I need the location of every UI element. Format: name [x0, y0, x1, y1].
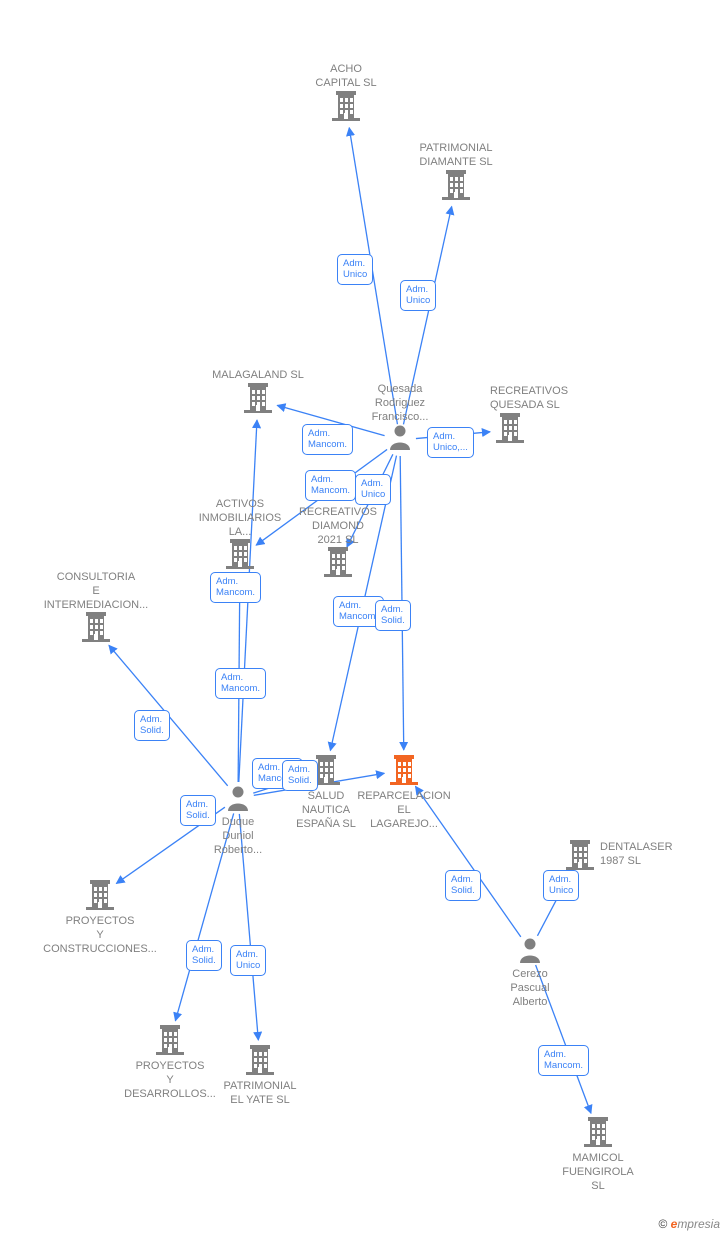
company-node[interactable]: REPARCELACION EL LAGAREJO... — [334, 755, 474, 831]
edge-label: Adm. Mancom. — [305, 470, 356, 501]
building-icon — [324, 547, 352, 577]
company-node[interactable]: CONSULTORIA E INTERMEDIACION... — [36, 571, 156, 647]
company-node[interactable]: DENTALASER 1987 SL — [566, 840, 673, 870]
building-icon — [566, 840, 594, 870]
node-label: MAMICOL FUENGIROLA SL — [528, 1152, 668, 1193]
node-label: CONSULTORIA E INTERMEDIACION... — [36, 571, 156, 612]
node-label: REPARCELACION EL LAGAREJO... — [334, 790, 474, 831]
node-label: PATRIMONIAL DIAMANTE SL — [396, 142, 516, 170]
company-node[interactable]: PATRIMONIAL EL YATE SL — [190, 1045, 330, 1108]
company-node[interactable]: MALAGALAND SL — [198, 369, 318, 418]
edge-label: Adm. Solid. — [186, 940, 222, 971]
edge-label: Adm. Unico — [230, 945, 266, 976]
company-node[interactable]: PROYECTOS Y CONSTRUCCIONES... — [30, 880, 170, 956]
node-label: PATRIMONIAL EL YATE SL — [190, 1080, 330, 1108]
node-label: RECREATIVOS QUESADA SL — [490, 385, 570, 413]
building-icon — [442, 170, 470, 200]
building-icon — [244, 383, 272, 413]
company-node[interactable]: PATRIMONIAL DIAMANTE SL — [396, 142, 516, 205]
node-label: PROYECTOS Y CONSTRUCCIONES... — [30, 915, 170, 956]
building-icon — [226, 539, 254, 569]
person-icon — [388, 424, 412, 450]
person-icon — [518, 937, 542, 963]
brand-rest: mpresia — [677, 1217, 720, 1231]
building-icon — [584, 1117, 612, 1147]
attribution: © empresia — [658, 1217, 720, 1231]
building-icon — [156, 1025, 184, 1055]
company-node[interactable]: ACHO CAPITAL SL — [286, 63, 406, 126]
edge-label: Adm. Solid. — [375, 600, 411, 631]
building-icon — [390, 755, 418, 785]
person-icon — [226, 785, 250, 811]
edge-label: Adm. Solid. — [445, 870, 481, 901]
building-icon — [86, 880, 114, 910]
edge-label: Adm. Solid. — [282, 760, 318, 791]
building-icon — [82, 612, 110, 642]
edge-label: Adm. Mancom. — [215, 668, 266, 699]
node-label: Cerezo Pascual Alberto — [460, 968, 600, 1009]
edge-label: Adm. Unico — [337, 254, 373, 285]
company-node[interactable]: RECREATIVOS DIAMOND 2021 SL — [278, 506, 398, 582]
node-label: DENTALASER 1987 SL — [600, 841, 673, 869]
copyright-symbol: © — [658, 1217, 667, 1231]
edge-label: Adm. Solid. — [134, 710, 170, 741]
edge-label: Adm. Unico — [355, 474, 391, 505]
edge-label: Adm. Mancom. — [302, 424, 353, 455]
edge-label: Adm. Unico — [543, 870, 579, 901]
building-icon — [246, 1045, 274, 1075]
edge-label: Adm. Unico — [400, 280, 436, 311]
edge-label: Adm. Unico,... — [427, 427, 474, 458]
company-node[interactable]: MAMICOL FUENGIROLA SL — [528, 1117, 668, 1193]
building-icon — [496, 413, 524, 443]
edge-label: Adm. Solid. — [180, 795, 216, 826]
building-icon — [332, 91, 360, 121]
node-label: MALAGALAND SL — [198, 369, 318, 383]
person-node[interactable]: Cerezo Pascual Alberto — [460, 937, 600, 1009]
node-label: ACHO CAPITAL SL — [286, 63, 406, 91]
node-label: RECREATIVOS DIAMOND 2021 SL — [278, 506, 398, 547]
edge-label: Adm. Mancom. — [210, 572, 261, 603]
node-label: Quesada Rodriguez Francisco... — [340, 383, 460, 424]
edge-label: Adm. Mancom. — [538, 1045, 589, 1076]
